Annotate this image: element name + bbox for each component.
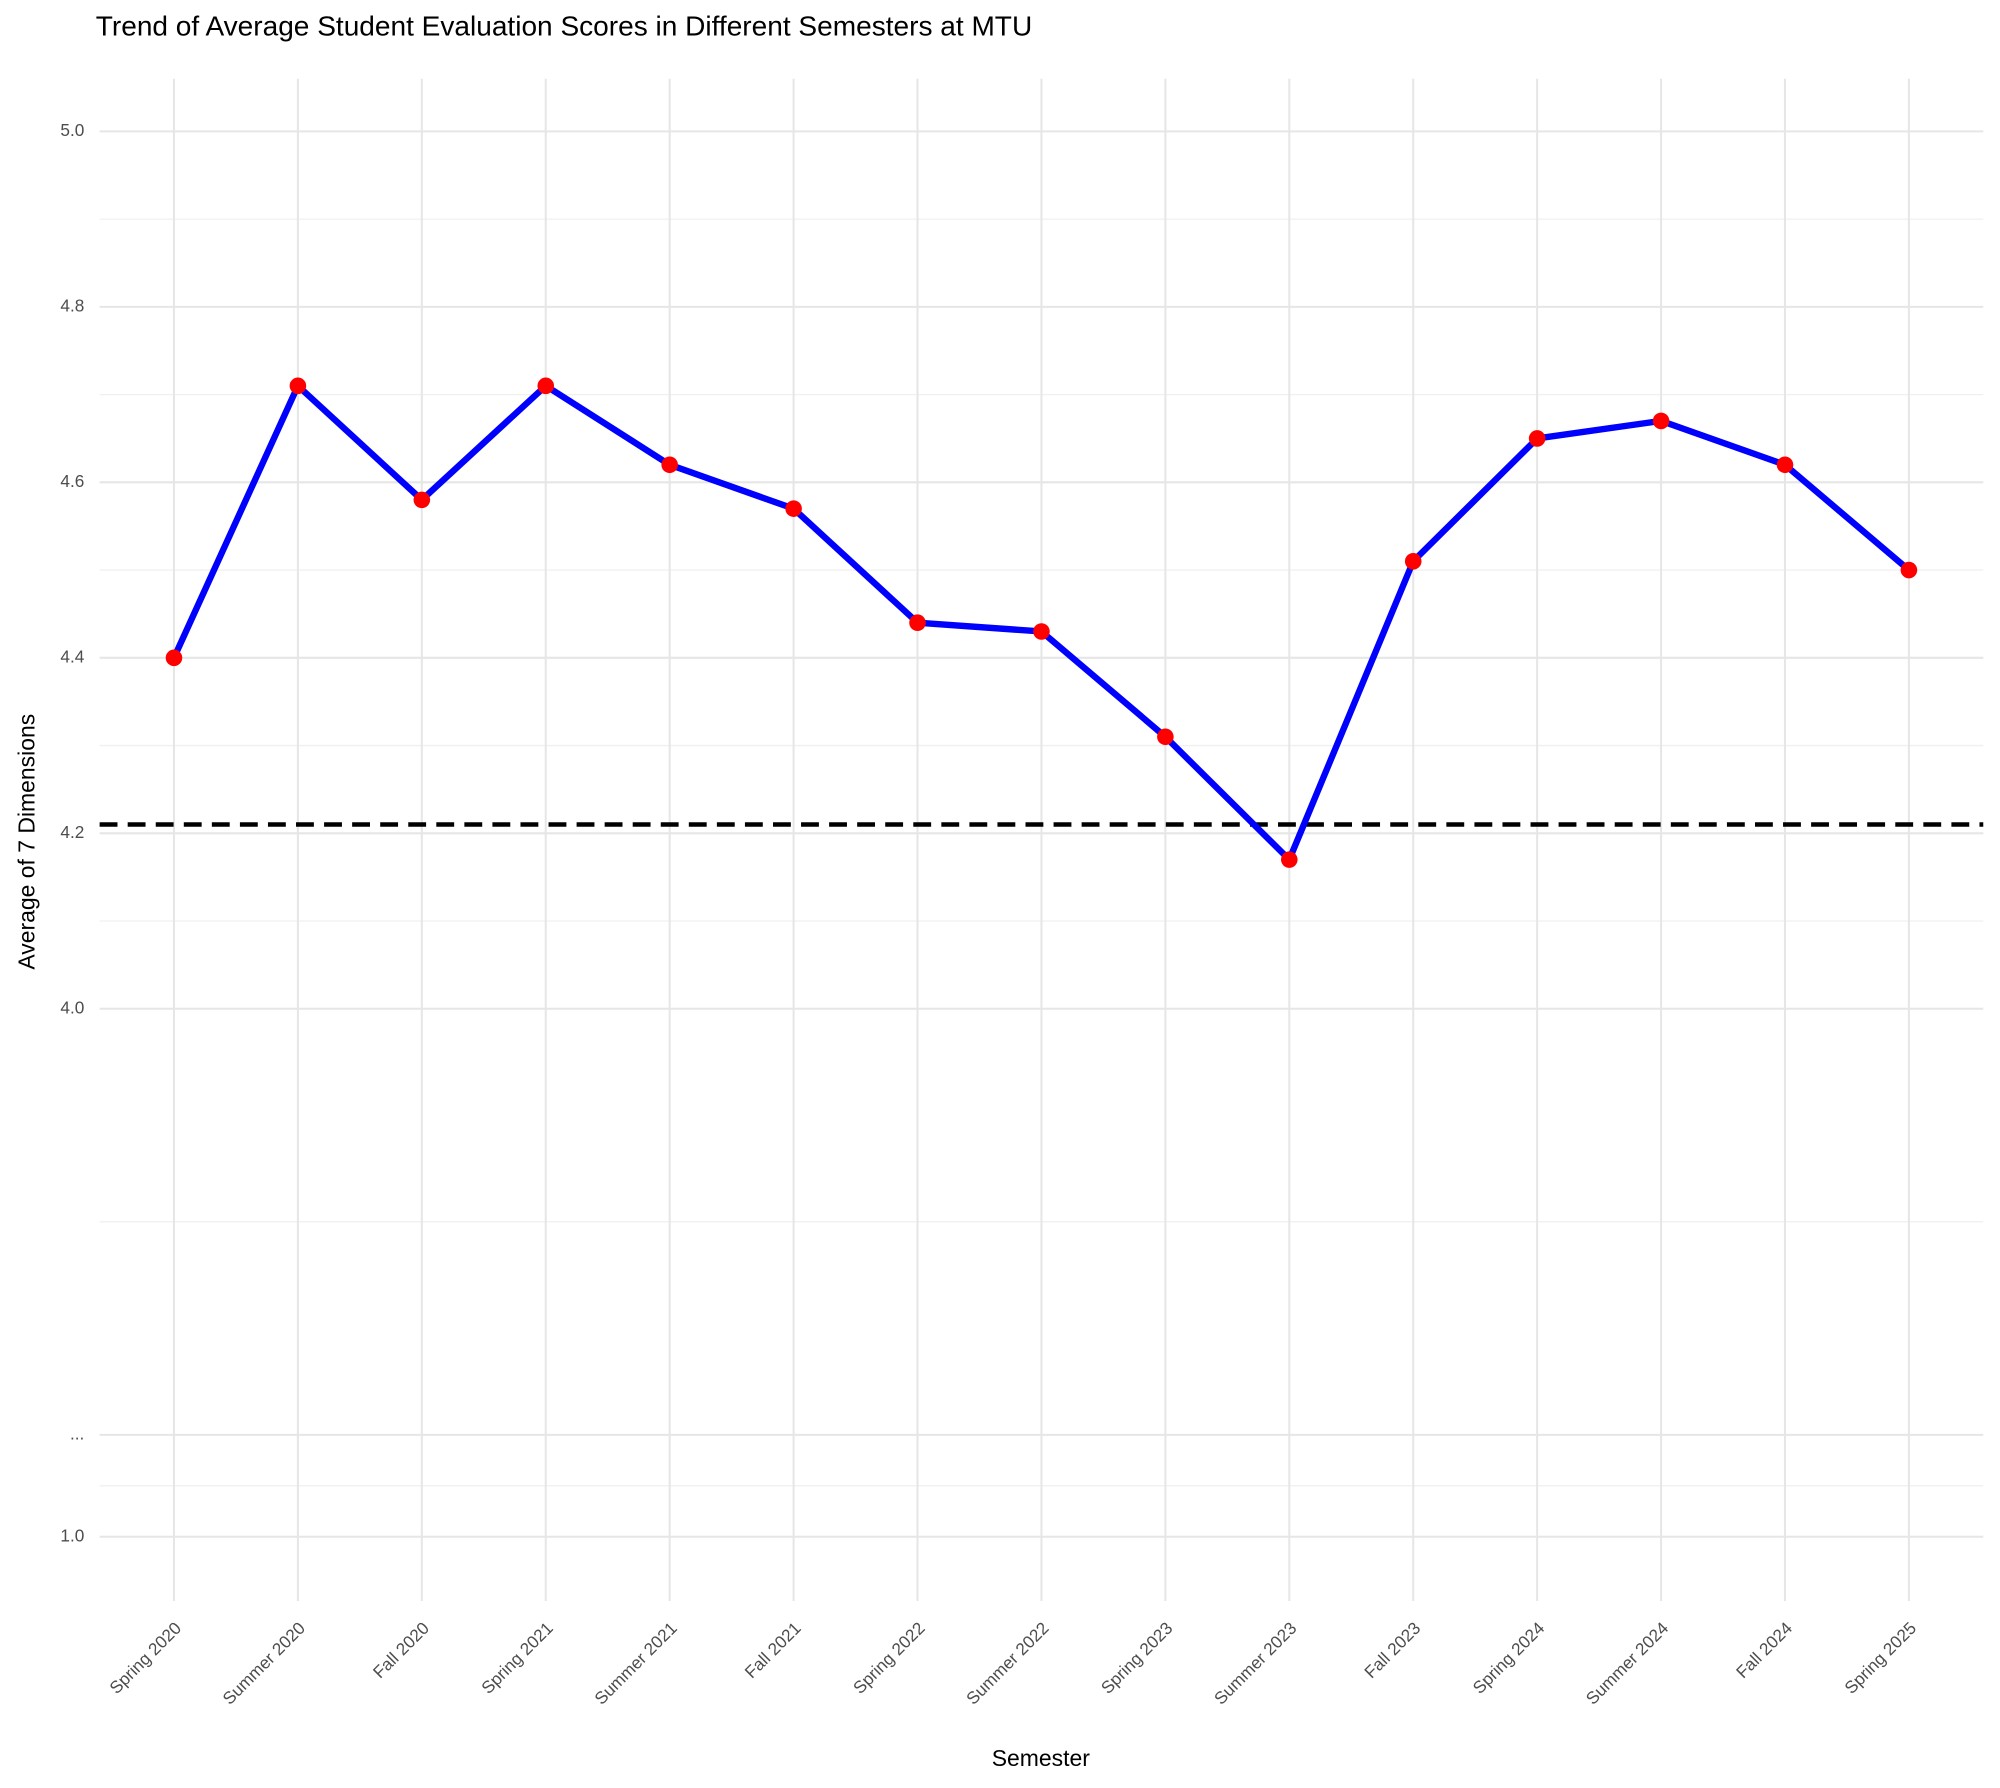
x-tick-label: Fall 2020 — [369, 1618, 433, 1682]
x-tick-label: Summer 2020 — [218, 1618, 309, 1709]
chart-title: Trend of Average Student Evaluation Scor… — [96, 10, 1032, 41]
y-tick-label: ... — [70, 1423, 84, 1443]
point — [413, 491, 431, 509]
x-tick-label: Spring 2024 — [1469, 1618, 1549, 1698]
x-tick-label: Spring 2025 — [1840, 1618, 1920, 1698]
point — [289, 377, 307, 395]
x-tick-label: Spring 2023 — [1097, 1618, 1177, 1698]
x-tick-label: Spring 2022 — [849, 1618, 929, 1698]
grid — [99, 78, 1984, 1601]
x-tick-label: Fall 2024 — [1732, 1618, 1796, 1682]
y-tick-label: 4.0 — [60, 997, 84, 1017]
x-axis-title: Semester — [992, 1745, 1091, 1771]
point — [661, 456, 678, 474]
x-tick-label: Summer 2021 — [590, 1618, 681, 1709]
x-tick-label: Summer 2022 — [962, 1618, 1053, 1709]
y-tick-label: 1.0 — [60, 1525, 84, 1545]
point — [1652, 412, 1670, 430]
point — [909, 614, 926, 632]
y-tick-label: 4.6 — [60, 471, 84, 491]
y-tick-label: 4.2 — [60, 822, 84, 842]
point — [1900, 561, 1918, 579]
point — [1157, 728, 1174, 746]
point — [1528, 430, 1546, 447]
point — [165, 649, 183, 667]
point — [785, 500, 802, 517]
x-tick-label: Spring 2021 — [477, 1618, 557, 1698]
point — [1281, 851, 1298, 868]
y-tick-label: 5.0 — [60, 120, 84, 140]
point — [537, 377, 555, 395]
x-tick-label: Summer 2024 — [1582, 1618, 1673, 1709]
x-tick-label: Fall 2021 — [741, 1618, 805, 1682]
point — [1776, 456, 1794, 474]
y-tick-label: 4.8 — [60, 295, 84, 315]
point — [1033, 623, 1050, 640]
x-tick-label: Fall 2023 — [1360, 1618, 1424, 1682]
point — [1404, 553, 1422, 570]
y-tick-label: 4.4 — [60, 646, 84, 666]
y-axis-title: Average of 7 Dimensions — [13, 714, 39, 970]
x-tick-label: Summer 2023 — [1210, 1618, 1301, 1709]
x-tick-label: Spring 2020 — [105, 1618, 185, 1698]
